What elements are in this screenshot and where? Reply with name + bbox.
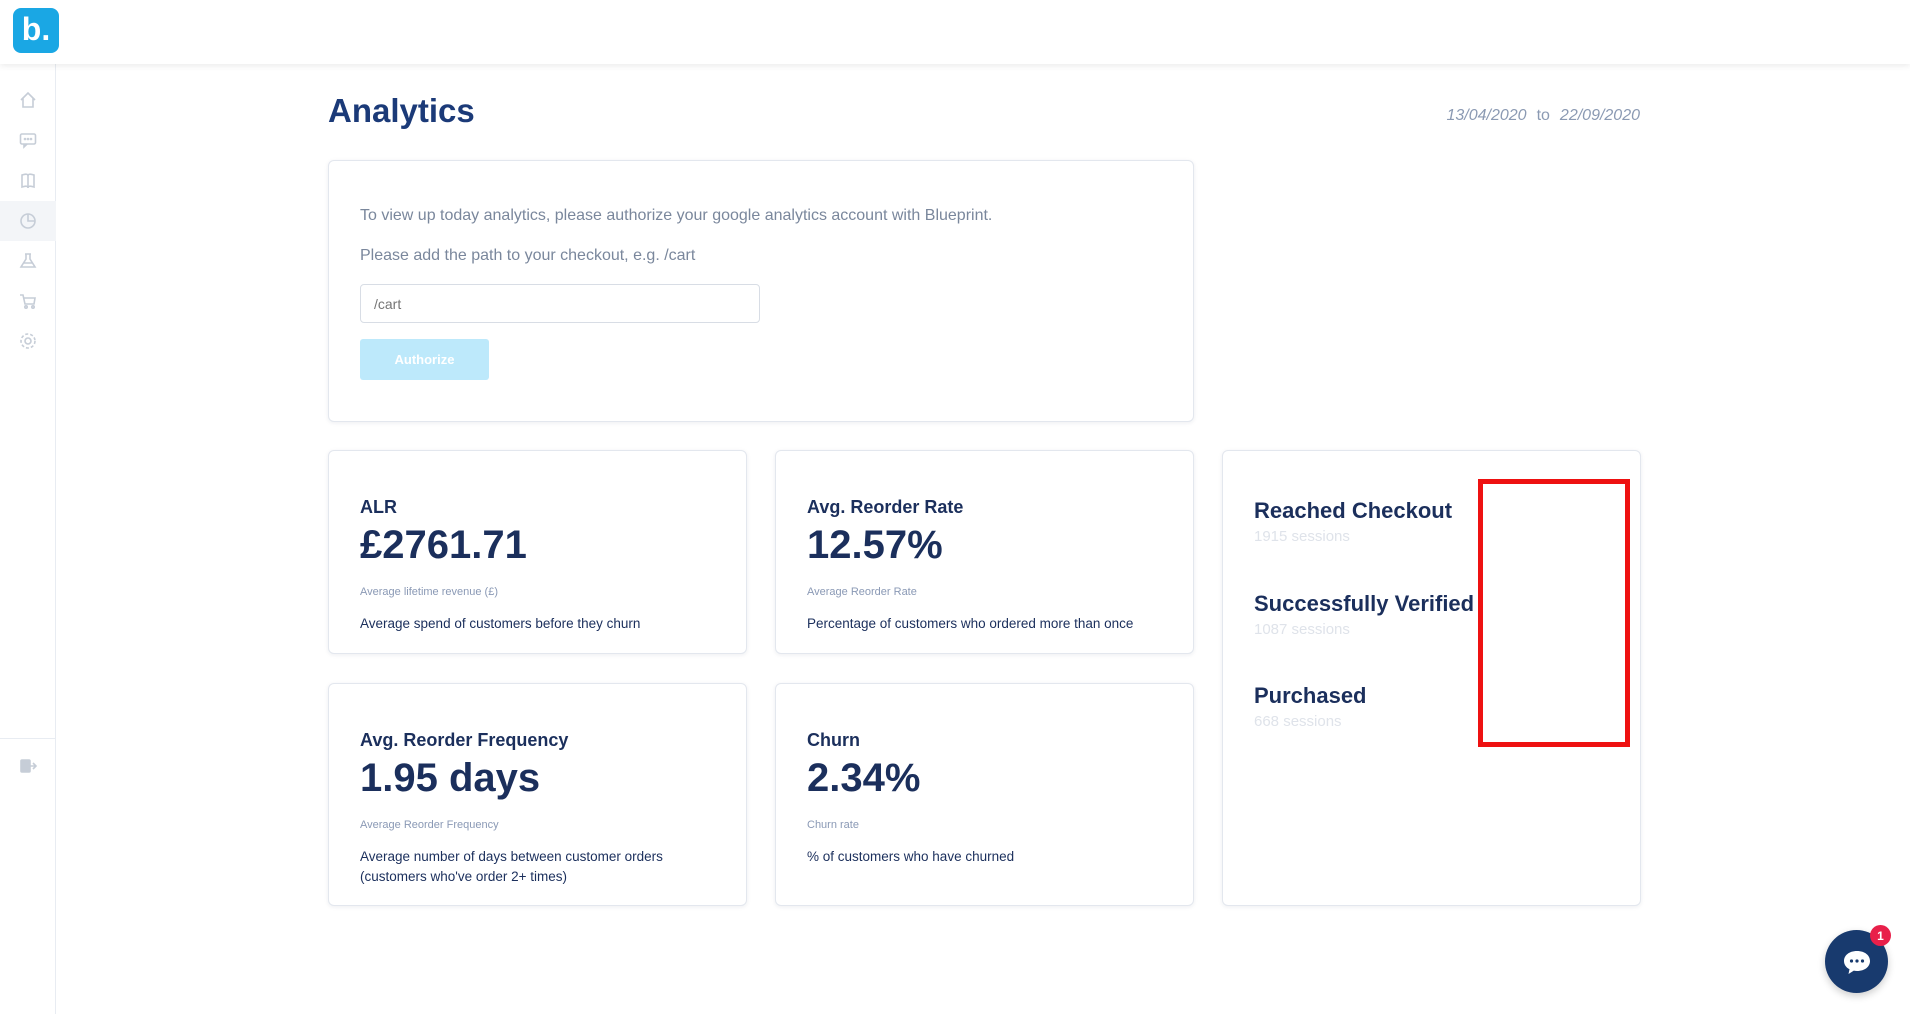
lab-icon[interactable] <box>0 241 56 281</box>
sidebar-divider <box>0 738 56 739</box>
metric-card-reorder-rate: Avg. Reorder Rate 12.57% Average Reorder… <box>775 450 1194 654</box>
metric-description: Percentage of customers who ordered more… <box>807 616 1134 631</box>
funnel-step-sessions: 1087 sessions <box>1254 621 1350 638</box>
analytics-icon[interactable] <box>0 201 56 241</box>
home-icon[interactable] <box>0 80 56 120</box>
metric-card-reorder-frequency: Avg. Reorder Frequency 1.95 days Average… <box>328 683 747 906</box>
funnel-step-sessions: 1915 sessions <box>1254 528 1350 545</box>
metric-value: 12.57% <box>807 523 943 567</box>
checkout-funnel-card: Reached Checkout 1915 sessions Successfu… <box>1222 450 1641 906</box>
date-end[interactable]: 22/09/2020 <box>1559 107 1640 124</box>
authorize-instructions: To view up today analytics, please autho… <box>360 207 993 224</box>
metric-value: 2.34% <box>807 756 921 800</box>
checkout-path-instructions: Please add the path to your checkout, e.… <box>360 247 696 264</box>
funnel-step-label: Reached Checkout <box>1254 498 1453 523</box>
settings-icon[interactable] <box>0 321 56 361</box>
page-title: Analytics <box>328 92 475 129</box>
book-icon[interactable] <box>0 161 56 201</box>
metric-title: Avg. Reorder Rate <box>807 497 964 517</box>
date-start[interactable]: 13/04/2020 <box>1446 107 1527 124</box>
funnel-step-label: Successfully Verified <box>1254 591 1475 616</box>
sidebar <box>0 64 56 1014</box>
funnel-step-sessions: 668 sessions <box>1254 713 1342 730</box>
logout-icon[interactable] <box>0 746 56 786</box>
highlight-box <box>1478 479 1630 747</box>
authorize-card: To view up today analytics, please autho… <box>328 160 1194 422</box>
metric-description: % of customers who have churned <box>807 849 1015 864</box>
date-to-label: to <box>1536 107 1550 124</box>
authorize-button[interactable]: Authorize <box>360 339 489 380</box>
date-range[interactable]: 13/04/2020 to 22/09/2020 <box>1447 107 1641 125</box>
metric-value: 1.95 days <box>360 756 541 800</box>
metric-title: ALR <box>360 497 397 517</box>
metric-card-churn: Churn 2.34% Churn rate % of customers wh… <box>775 683 1194 906</box>
metric-description: Average number of days between customer … <box>360 849 663 884</box>
chat-bubble-icon <box>1843 950 1870 974</box>
cart-icon[interactable] <box>0 281 56 321</box>
top-bar: b. <box>0 0 1910 64</box>
metric-value: £2761.71 <box>360 523 527 567</box>
checkout-path-input[interactable] <box>360 284 760 323</box>
funnel-step-label: Purchased <box>1254 683 1367 708</box>
metric-subtitle: Average Reorder Rate <box>807 586 917 598</box>
metric-subtitle: Average Reorder Frequency <box>360 819 499 831</box>
metric-title: Churn <box>807 730 860 750</box>
metric-description: Average spend of customers before they c… <box>360 616 641 631</box>
messages-icon[interactable] <box>0 120 56 160</box>
metric-title: Avg. Reorder Frequency <box>360 730 569 750</box>
metric-subtitle: Churn rate <box>807 819 859 831</box>
chat-notification-badge: 1 <box>1870 925 1891 946</box>
metric-card-alr: ALR £2761.71 Average lifetime revenue (£… <box>328 450 747 654</box>
brand-logo[interactable]: b. <box>13 8 59 53</box>
metric-subtitle: Average lifetime revenue (£) <box>360 586 498 598</box>
